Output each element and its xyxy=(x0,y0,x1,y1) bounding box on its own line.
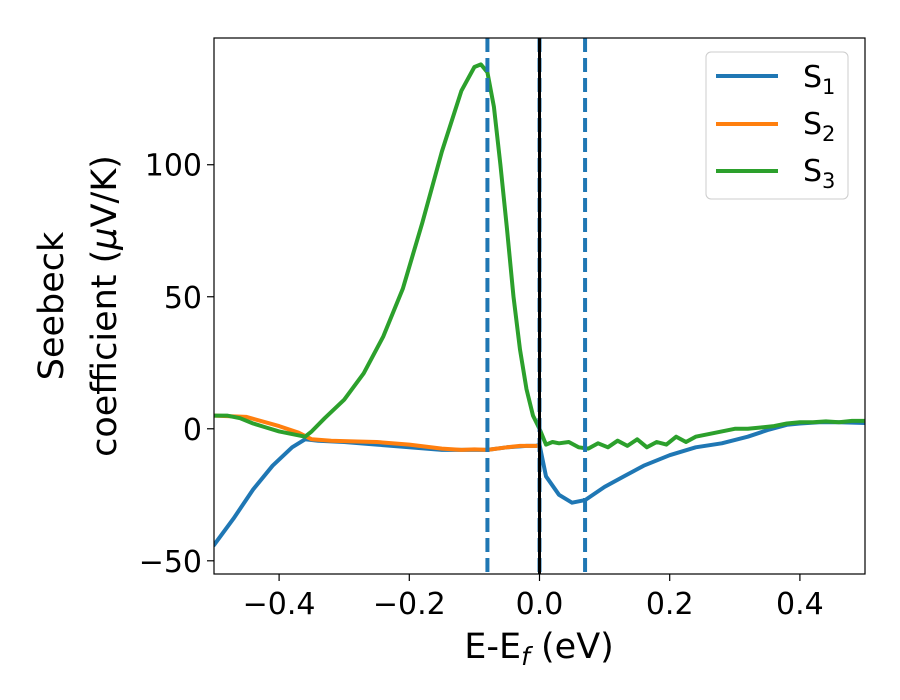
reference-lines xyxy=(485,38,588,574)
legend-label-s1: S1 xyxy=(803,60,835,99)
series-line-s3 xyxy=(214,62,865,451)
y-axis-title: Seebeck coefficient (μV/K) xyxy=(32,155,125,457)
y-tick-label: 0 xyxy=(183,413,202,448)
x-axis-title: E-Ef (eV) xyxy=(464,627,614,671)
y-axis-title-line1: Seebeck xyxy=(32,231,72,380)
legend-label-s3: S3 xyxy=(803,154,835,193)
x-axis: −0.4 −0.2 0.0 0.2 0.4 xyxy=(243,574,824,622)
x-tick-label: 0.4 xyxy=(776,587,824,622)
y-tick-label: 50 xyxy=(164,281,202,316)
legend-label-s2: S2 xyxy=(803,107,835,146)
x-tick-label: −0.2 xyxy=(373,587,446,622)
x-tick-label: −0.4 xyxy=(243,587,316,622)
legend: S1 S2 S3 xyxy=(705,51,849,200)
y-tick-label: 100 xyxy=(145,149,202,184)
plot-lines xyxy=(214,62,865,547)
y-tick-label: −50 xyxy=(139,545,202,580)
x-tick-label: 0.2 xyxy=(646,587,694,622)
x-tick-label: 0.0 xyxy=(516,587,564,622)
y-axis-title-line2: coefficient (μV/K) xyxy=(85,155,125,457)
series-line-s2 xyxy=(214,413,542,452)
y-axis: −50 0 50 100 xyxy=(139,149,214,580)
